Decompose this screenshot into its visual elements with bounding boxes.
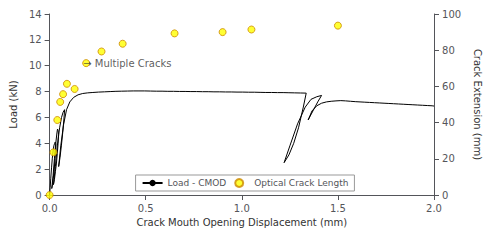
svg-text:0.0: 0.0 — [42, 203, 58, 214]
svg-text:Optical Crack Length: Optical Crack Length — [254, 178, 348, 188]
svg-text:0: 0 — [35, 190, 41, 201]
svg-text:6: 6 — [35, 112, 41, 123]
svg-text:Crack Mouth Opening Displaceme: Crack Mouth Opening Displacement (mm) — [136, 217, 347, 228]
svg-text:12: 12 — [29, 34, 42, 45]
svg-text:2: 2 — [35, 164, 41, 175]
svg-text:Load (kN): Load (kN) — [8, 80, 19, 128]
svg-text:Load - CMOD: Load - CMOD — [168, 178, 227, 188]
svg-text:1.5: 1.5 — [330, 203, 346, 214]
svg-text:40: 40 — [442, 117, 455, 128]
svg-text:0: 0 — [442, 190, 448, 201]
svg-text:20: 20 — [442, 153, 455, 164]
svg-text:1.0: 1.0 — [234, 203, 250, 214]
svg-text:100: 100 — [442, 9, 461, 20]
svg-text:8: 8 — [35, 86, 41, 97]
svg-text:80: 80 — [442, 45, 455, 56]
svg-text:60: 60 — [442, 81, 455, 92]
svg-text:0.5: 0.5 — [138, 203, 154, 214]
svg-text:→ Multiple Cracks: → Multiple Cracks — [83, 58, 171, 69]
svg-text:10: 10 — [29, 60, 42, 71]
svg-text:14: 14 — [29, 9, 42, 20]
svg-text:2.0: 2.0 — [426, 203, 442, 214]
svg-text:4: 4 — [35, 138, 41, 149]
svg-text:Crack Extension (mm): Crack Extension (mm) — [472, 49, 483, 160]
